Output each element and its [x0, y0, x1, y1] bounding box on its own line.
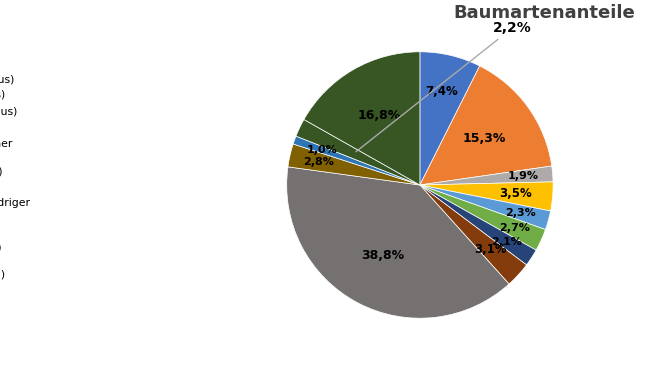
Wedge shape [287, 167, 509, 318]
Wedge shape [420, 66, 552, 185]
Text: 1,0%: 1,0% [307, 145, 337, 155]
Wedge shape [420, 166, 553, 185]
Text: 2,8%: 2,8% [303, 157, 334, 167]
Wedge shape [420, 52, 480, 185]
Text: 15,3%: 15,3% [463, 132, 506, 145]
Text: 3,5%: 3,5% [499, 187, 532, 200]
Text: 2,3%: 2,3% [505, 208, 536, 218]
Legend: Eiche (Quercus), Buche (Fagus), Esche (Fraxinus), Ahorn (Acer), sonst. Lb hoher
: Eiche (Quercus), Buche (Fagus), Esche (F… [0, 74, 30, 296]
Text: 1,9%: 1,9% [508, 171, 539, 181]
Wedge shape [304, 52, 420, 185]
Text: 7,4%: 7,4% [426, 85, 459, 98]
Text: Baumartenanteile: Baumartenanteile [453, 4, 635, 23]
Wedge shape [420, 182, 553, 211]
Text: 2,1%: 2,1% [492, 237, 523, 247]
Wedge shape [420, 185, 545, 250]
Wedge shape [296, 120, 420, 185]
Wedge shape [420, 185, 536, 265]
Text: 2,7%: 2,7% [499, 223, 530, 233]
Text: 3,1%: 3,1% [474, 243, 507, 256]
Wedge shape [420, 185, 526, 284]
Text: 2,2%: 2,2% [356, 21, 532, 152]
Text: 38,8%: 38,8% [361, 249, 404, 262]
Wedge shape [420, 185, 550, 229]
Wedge shape [288, 144, 420, 185]
Wedge shape [293, 136, 420, 185]
Text: 16,8%: 16,8% [358, 110, 401, 122]
